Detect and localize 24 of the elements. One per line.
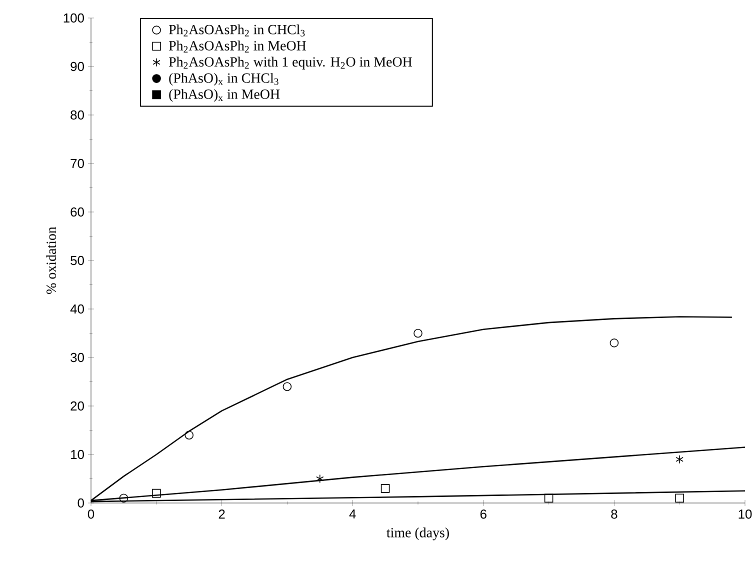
x-tick-label: 4 [349, 510, 356, 518]
y-axis-title: % oxidation [46, 226, 56, 294]
y-tick-label: 70 [70, 158, 84, 168]
y-tick-label: 10 [71, 450, 84, 460]
y-tick-label: 30 [70, 352, 84, 362]
legend-label: Ph$_{2}$AsOAsPh$_{2}$ with 1 equiv. H$_{2}$O in MeOH [168, 56, 412, 70]
y-tick-label: 100 [64, 13, 84, 23]
x-tick-label: 10 [738, 510, 752, 519]
y-tick-label: 50 [70, 256, 84, 266]
x-tick-label: 8 [611, 510, 618, 519]
y-tick-label: 20 [70, 401, 84, 411]
y-tick-label: 0 [78, 498, 84, 508]
y-tick-label: 90 [70, 62, 84, 72]
legend-label: (PhAsO)$_{x}$ in MeOH [169, 89, 280, 102]
y-tick-label: 80 [70, 110, 84, 120]
y-tick-label: 60 [70, 207, 84, 217]
y-tick-label: 40 [70, 304, 84, 314]
x-tick-label: 0 [88, 510, 94, 519]
x-tick-label: 2 [218, 510, 225, 519]
legend-label: Ph$_{2}$AsOAsPh$_{2}$ in MeOH [168, 40, 306, 52]
legend-label: (PhAsO)$_{x}$ in CHCl$_{3}$ [169, 72, 278, 86]
x-tick-label: 6 [480, 510, 486, 519]
legend-label: Ph$_{2}$AsOAsPh$_{2}$ in CHCl$_{3}$ [168, 24, 305, 36]
x-axis-title: time (days) [386, 528, 449, 540]
